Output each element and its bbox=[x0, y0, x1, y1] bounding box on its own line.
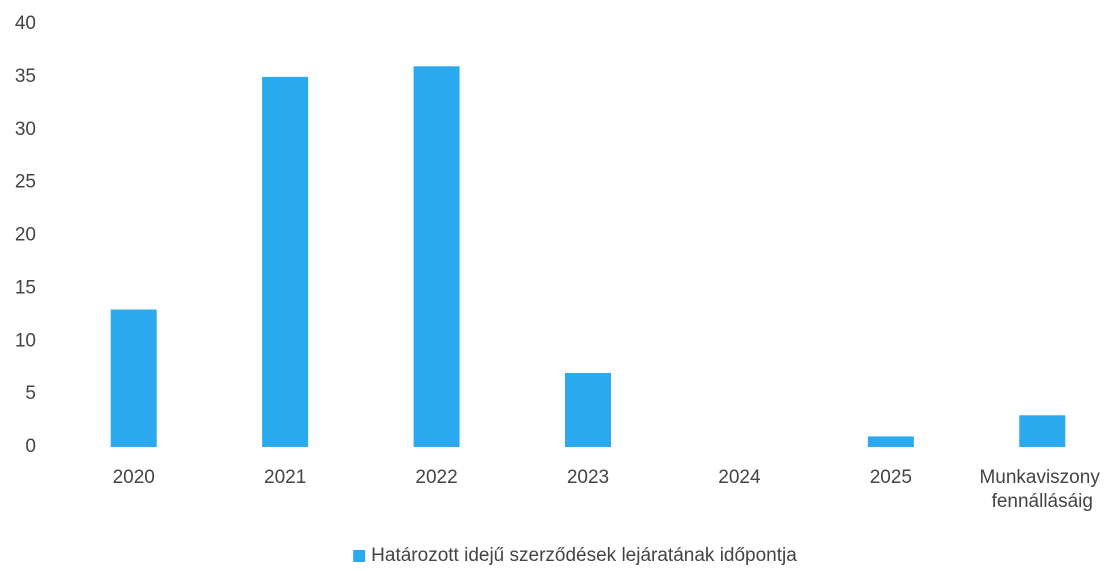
y-tick-label: 40 bbox=[15, 13, 36, 34]
y-tick-label: 15 bbox=[15, 277, 36, 298]
x-tick-label: 2022 bbox=[415, 467, 457, 488]
y-tick-label: 10 bbox=[15, 330, 36, 351]
x-tick-label: 2023 bbox=[567, 467, 609, 488]
y-tick-label: 35 bbox=[15, 66, 36, 87]
bar bbox=[1019, 415, 1066, 447]
bar bbox=[262, 76, 309, 447]
x-tick-label: 2021 bbox=[264, 467, 306, 488]
y-tick-label: 5 bbox=[25, 383, 36, 404]
x-tick-label: 2020 bbox=[113, 467, 155, 488]
x-tick-label: Munkaviszony fennállásáig bbox=[979, 467, 1105, 512]
bar bbox=[413, 66, 460, 448]
x-tick-label: 2025 bbox=[870, 467, 912, 488]
bar bbox=[867, 436, 914, 447]
y-tick-label: 20 bbox=[15, 225, 36, 246]
legend-swatch bbox=[353, 550, 366, 562]
y-tick-label: 30 bbox=[15, 119, 36, 140]
bar bbox=[110, 309, 157, 447]
legend-label: Határozott idejű szerződések lejáratának… bbox=[371, 545, 797, 566]
x-tick-label: 2024 bbox=[718, 467, 761, 488]
y-tick-label: 0 bbox=[25, 436, 36, 457]
y-tick-label: 25 bbox=[15, 172, 36, 193]
bar bbox=[565, 372, 611, 447]
